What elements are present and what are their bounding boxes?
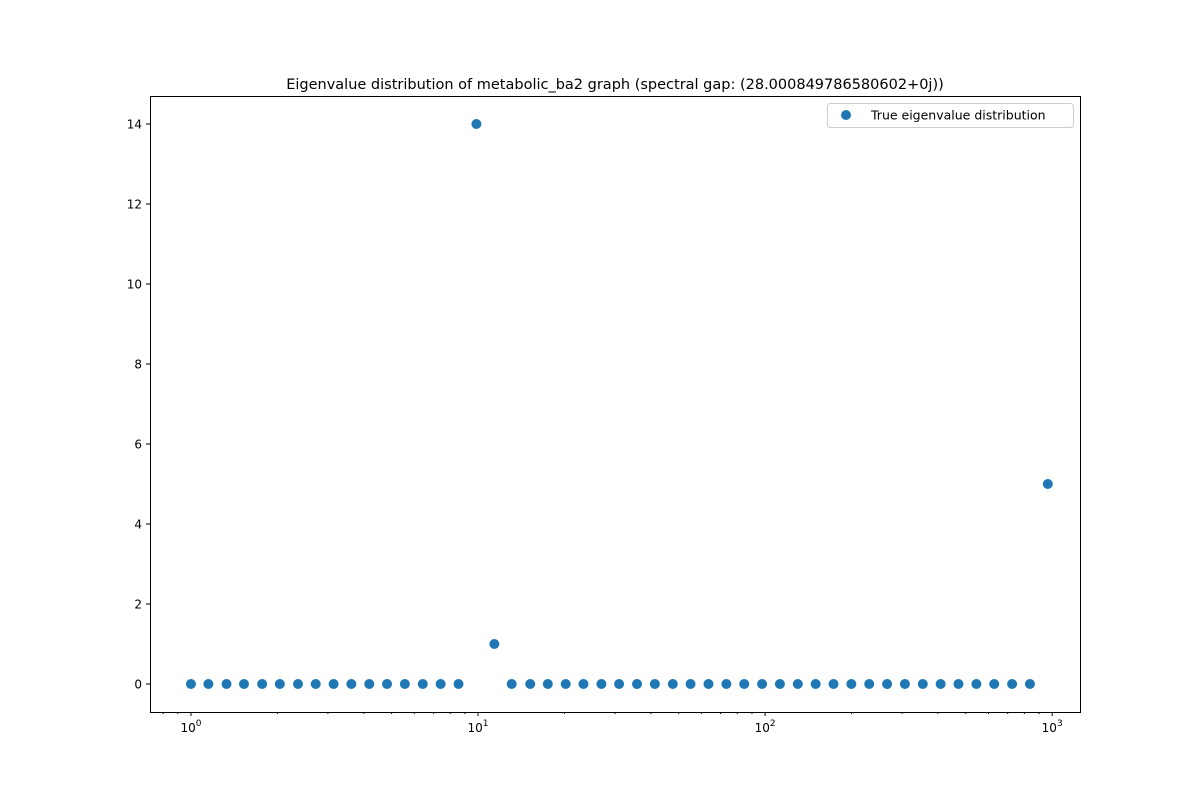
data-point bbox=[596, 679, 607, 689]
data-point bbox=[578, 679, 589, 689]
data-point bbox=[417, 679, 428, 689]
data-point bbox=[1024, 679, 1035, 689]
data-point bbox=[935, 679, 946, 689]
data-point bbox=[399, 679, 410, 689]
data-point bbox=[614, 679, 625, 689]
data-point bbox=[364, 679, 375, 689]
y-tick-label: 10 bbox=[127, 278, 142, 292]
y-tick-label: 14 bbox=[127, 118, 142, 132]
data-point bbox=[1042, 479, 1053, 489]
data-point bbox=[328, 679, 339, 689]
data-point bbox=[293, 679, 304, 689]
data-point bbox=[953, 679, 964, 689]
data-point bbox=[1007, 679, 1018, 689]
data-point bbox=[238, 679, 249, 689]
data-point bbox=[185, 679, 196, 689]
data-point bbox=[989, 679, 1000, 689]
data-point bbox=[221, 679, 232, 689]
y-axis: 0 2 4 6 8 10 12 14 bbox=[127, 118, 150, 692]
data-point bbox=[703, 679, 714, 689]
data-point bbox=[864, 679, 875, 689]
plot-area: 100 101 102 103 0 2 4 6 8 10 12 14 bbox=[127, 96, 1081, 735]
data-point bbox=[257, 679, 268, 689]
data-point bbox=[828, 679, 839, 689]
y-tick-label: 12 bbox=[127, 198, 142, 212]
data-point bbox=[489, 639, 500, 649]
data-point bbox=[310, 679, 321, 689]
data-point bbox=[757, 679, 768, 689]
legend-marker bbox=[841, 110, 851, 120]
data-point bbox=[435, 679, 446, 689]
x-tick-label: 103 bbox=[1042, 719, 1063, 735]
data-point bbox=[274, 679, 285, 689]
data-point bbox=[453, 679, 464, 689]
data-point bbox=[810, 679, 821, 689]
data-point bbox=[846, 679, 857, 689]
data-point bbox=[649, 679, 660, 689]
data-point bbox=[560, 679, 571, 689]
data-point bbox=[882, 679, 893, 689]
data-point bbox=[346, 679, 357, 689]
data-point bbox=[525, 679, 536, 689]
y-tick-label: 8 bbox=[134, 358, 142, 372]
data-point bbox=[632, 679, 643, 689]
data-point bbox=[382, 679, 393, 689]
x-axis: 100 101 102 103 bbox=[162, 712, 1063, 735]
data-point bbox=[721, 679, 732, 689]
y-tick-label: 0 bbox=[134, 678, 142, 692]
x-tick-label: 101 bbox=[468, 719, 489, 735]
y-tick-label: 4 bbox=[134, 518, 142, 532]
x-tick-label: 100 bbox=[180, 719, 201, 735]
data-point bbox=[685, 679, 696, 689]
legend: True eigenvalue distribution bbox=[827, 103, 1074, 128]
x-tick-label: 102 bbox=[755, 719, 776, 735]
chart-title: Eigenvalue distribution of metabolic_ba2… bbox=[286, 77, 944, 93]
data-point bbox=[203, 679, 214, 689]
y-tick-label: 6 bbox=[134, 438, 142, 452]
legend-label: True eigenvalue distribution bbox=[870, 108, 1046, 123]
data-point bbox=[971, 679, 982, 689]
data-point bbox=[774, 679, 785, 689]
data-point bbox=[739, 679, 750, 689]
data-point bbox=[506, 679, 517, 689]
data-point bbox=[667, 679, 678, 689]
data-points bbox=[185, 119, 1053, 689]
data-point bbox=[471, 119, 482, 129]
data-point bbox=[792, 679, 803, 689]
data-point bbox=[899, 679, 910, 689]
legend-box bbox=[827, 103, 1074, 128]
y-tick-label: 2 bbox=[134, 598, 142, 612]
data-point bbox=[917, 679, 928, 689]
data-point bbox=[542, 679, 553, 689]
